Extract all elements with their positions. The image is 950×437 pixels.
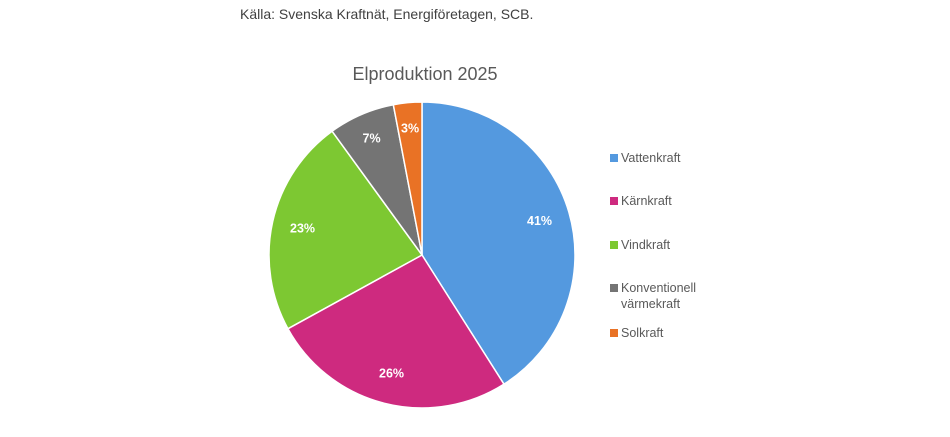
legend-label-solkraft: Solkraft bbox=[621, 326, 664, 340]
data-label-vattenkraft: 41% bbox=[527, 214, 552, 228]
legend-swatch-karnkraft bbox=[610, 197, 618, 205]
data-label-konventionell-varmekraft: 7% bbox=[363, 131, 381, 145]
pie-slice-vindkraft bbox=[268, 130, 424, 330]
data-label-solkraft: 3% bbox=[401, 122, 419, 136]
legend-swatch-solkraft bbox=[610, 329, 618, 337]
legend-label-karnkraft: Kärnkraft bbox=[621, 194, 672, 208]
legend-label-vindkraft: Vindkraft bbox=[621, 238, 671, 252]
legend-label-konventionell-varmekraft: Konventionell värmekraft bbox=[621, 281, 697, 311]
legend-label-vattenkraft: Vattenkraft bbox=[621, 151, 681, 165]
pie-slice-vattenkraft bbox=[421, 101, 576, 386]
chart-title: Elproduktion 2025 bbox=[352, 64, 498, 84]
legend-swatch-vattenkraft bbox=[610, 154, 618, 162]
legend-swatch-vindkraft bbox=[610, 241, 618, 249]
data-label-vindkraft: 23% bbox=[290, 221, 315, 235]
pie-slice-karnkraft bbox=[286, 254, 506, 409]
pie-slice-solkraft bbox=[392, 101, 423, 256]
source-note: Källa: Svenska Kraftnät, Energiföretagen… bbox=[240, 6, 534, 22]
legend-swatch-konventionell-varmekraft bbox=[610, 284, 618, 292]
data-label-karnkraft: 26% bbox=[379, 367, 404, 381]
